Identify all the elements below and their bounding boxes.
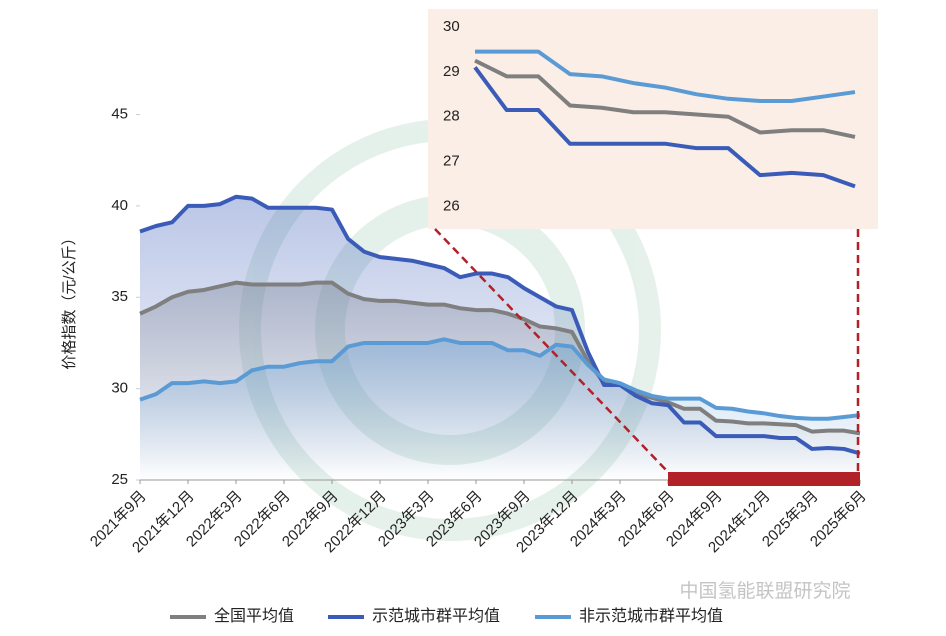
source: 中国氢能联盟研究院 (679, 580, 850, 602)
inset-line (475, 49, 856, 104)
y-axis-label: 价格指数（元/公斤） (61, 230, 78, 369)
legend-label: 示范城市群平均值 (372, 607, 500, 625)
y-tick-label: 35 (111, 288, 128, 305)
line (139, 337, 861, 421)
legend-label: 全国平均值 (214, 607, 294, 625)
inset-y-tick-label: 29 (443, 63, 460, 80)
connector (434, 228, 669, 473)
line (139, 280, 861, 436)
inset-y-tick-label: 30 (443, 18, 460, 35)
highlight-bar (668, 472, 860, 486)
y-tick-label: 25 (111, 471, 128, 488)
y-tick-label: 40 (111, 197, 128, 214)
inset-y-tick-label: 26 (443, 198, 460, 215)
inset-line (473, 66, 856, 189)
area (140, 339, 860, 480)
inset-line (474, 58, 856, 139)
inset-background (428, 9, 878, 229)
inset-y-tick-label: 27 (443, 153, 460, 170)
legend-label: 非示范城市群平均值 (579, 607, 723, 625)
inset-y-tick-label: 28 (443, 108, 460, 125)
y-tick-label: 45 (111, 106, 128, 123)
line (139, 194, 861, 456)
y-tick-label: 30 (111, 380, 128, 397)
